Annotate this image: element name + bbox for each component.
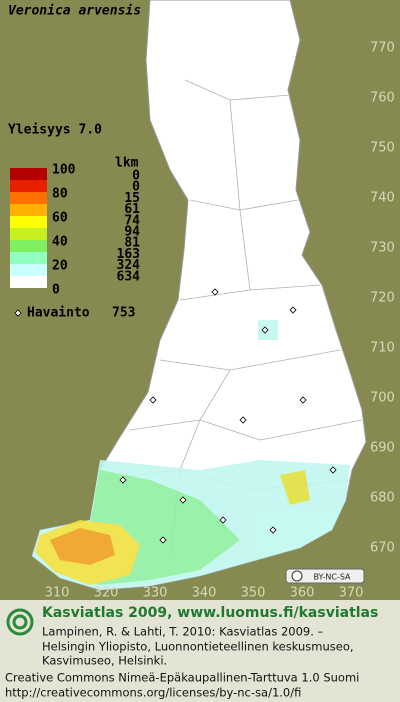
count-header: lkm	[115, 156, 139, 171]
scale-label: 60	[52, 211, 68, 226]
count-value: 15	[124, 191, 140, 206]
citation-line: Lampinen, R. & Lahti, T. 2010: Kasviatla…	[42, 625, 324, 639]
citation-line: Helsingin Yliopisto, Luonnontieteellinen…	[42, 640, 354, 654]
legend-swatch	[10, 252, 47, 264]
license-url: http://creativecommons.org/licenses/by-n…	[5, 686, 301, 700]
legend-swatch	[10, 264, 47, 276]
count-value: 163	[117, 247, 140, 262]
grid-y-label: 680	[370, 491, 395, 506]
grid-y-label: 700	[370, 391, 395, 406]
count-value: 324	[117, 258, 141, 273]
grid-y-label: 710	[370, 341, 395, 356]
grid-x-label: 320	[94, 586, 119, 601]
logo	[6, 608, 34, 636]
legend-swatch	[10, 204, 47, 216]
scale-label: 40	[52, 235, 68, 250]
license-text: Creative Commons Nimeä-Epäkaupallinen-Ta…	[5, 671, 359, 685]
legend-swatches	[10, 168, 47, 288]
legend-swatch	[10, 192, 47, 204]
scale-label: 20	[52, 259, 68, 274]
grid-y-label: 750	[370, 141, 395, 156]
cc-icon	[291, 570, 303, 582]
legend-swatch	[10, 180, 47, 192]
license-badge-text: BY-NC-SA	[313, 573, 351, 582]
observation-label: Havainto	[27, 306, 90, 321]
grid-y-label: 760	[370, 91, 395, 106]
grid-y-label: 730	[370, 241, 395, 256]
grid-x-label: 370	[339, 586, 364, 601]
scale-label: 0	[52, 283, 60, 298]
grid-x-label: 340	[192, 586, 217, 601]
grid-y-label: 690	[370, 441, 395, 456]
grid-x-label: 350	[241, 586, 266, 601]
legend-swatch	[10, 168, 47, 180]
footer-heading: Kasviatlas 2009, www.luomus.fi/kasviatla…	[42, 605, 378, 621]
observation-symbols	[119, 288, 337, 544]
count-value: 0	[132, 180, 140, 195]
legend-swatch	[10, 276, 47, 288]
species-title: Veronica arvensis	[8, 4, 141, 19]
grid-y-label: 670	[370, 541, 395, 556]
observation-count: 753	[112, 306, 135, 321]
license-badge	[285, 568, 365, 584]
grid-y-label: 740	[370, 191, 395, 206]
grid-x-label: 360	[290, 586, 315, 601]
grid-x-label: 310	[45, 586, 70, 601]
scale-label: 100	[52, 163, 76, 178]
grid-y-label: 770	[370, 41, 395, 56]
observation-symbol-key	[14, 309, 22, 317]
grid-y-label: 720	[370, 291, 395, 306]
count-value: 61	[124, 202, 140, 217]
count-value: 74	[124, 213, 140, 228]
legend-swatch	[10, 240, 47, 252]
count-value: 0	[132, 169, 140, 184]
grid-x-label: 330	[143, 586, 168, 601]
scale-label: 80	[52, 187, 68, 202]
count-value: 94	[124, 225, 140, 240]
citation-line: Kasvimuseo, Helsinki.	[42, 654, 167, 668]
count-value: 634	[117, 269, 141, 284]
legend-swatch	[10, 216, 47, 228]
occurrence-cells	[32, 320, 350, 590]
frequency-label: Yleisyys 7.0	[8, 123, 102, 138]
count-value: 81	[124, 236, 140, 251]
legend-swatch	[10, 228, 47, 240]
